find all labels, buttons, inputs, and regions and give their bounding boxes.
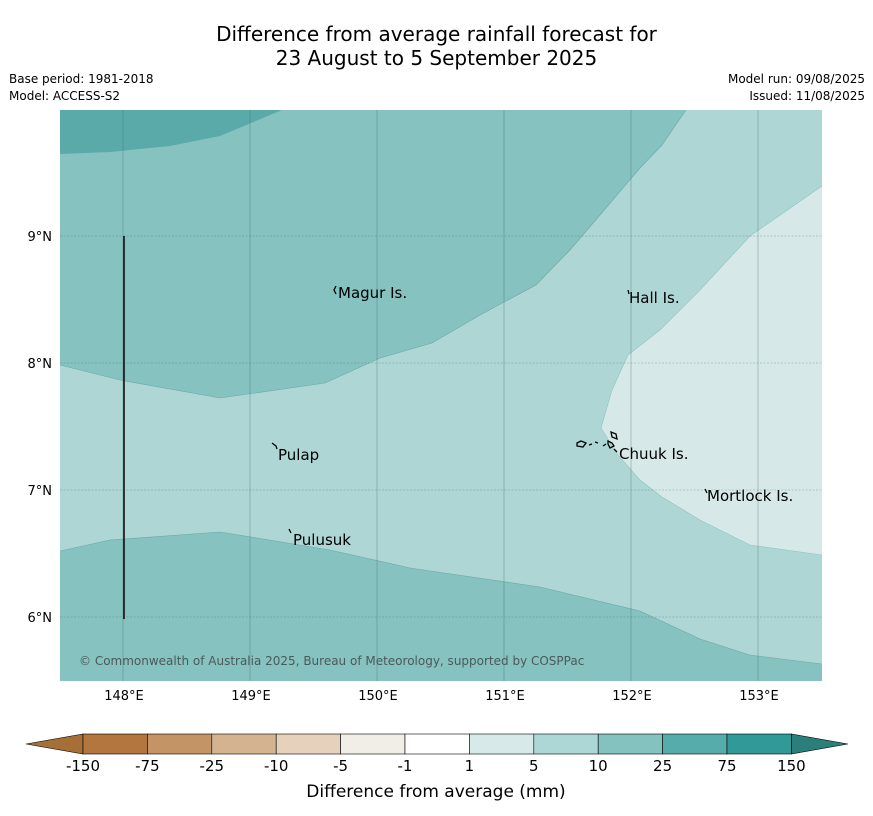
colorbar-swatch [404, 733, 470, 755]
colorbar-tick-label: -25 [200, 757, 225, 775]
colorbar-swatch [340, 733, 406, 755]
colorbar-tick-label: -75 [135, 757, 160, 775]
chuuk-lagoon-shape [576, 430, 618, 453]
lon-tick: 153°E [739, 689, 779, 704]
colorbar-tick-label: 150 [777, 757, 806, 775]
map-area: © Commonwealth of Australia 2025, Bureau… [60, 110, 822, 681]
colorbar-swatch [597, 733, 663, 755]
colorbar-extend-high [791, 733, 849, 755]
chart-title: Difference from average rainfall forecas… [0, 22, 873, 70]
colorbar-swatch [662, 733, 728, 755]
colorbar-tick-label: 1 [465, 757, 475, 775]
colorbar-swatch [726, 733, 792, 755]
place-magur: Magur Is. [338, 284, 407, 302]
hall-island-shape [627, 289, 630, 295]
zone-10-to-25-south [60, 532, 822, 681]
place-mortlock: Mortlock Is. [707, 487, 793, 505]
model-run-text: Model run: 09/08/2025 [727, 72, 865, 86]
lon-tick: 150°E [358, 689, 398, 704]
pulap-island-shape [271, 442, 278, 450]
place-pulap: Pulap [278, 446, 319, 464]
colorbar-swatch [469, 733, 535, 755]
colorbar-tick-label: -10 [264, 757, 289, 775]
island-outlines [271, 285, 708, 534]
colorbar: -150 -75 -25 -10 -5 -1 1 5 10 25 75 150 [25, 733, 849, 775]
title-line-1: Difference from average rainfall forecas… [216, 22, 657, 46]
colorbar-swatch [211, 733, 277, 755]
colorbar-tick-label: 25 [653, 757, 672, 775]
mortlock-island-shape [704, 488, 708, 494]
place-chuuk: Chuuk Is. [619, 445, 688, 463]
meta-right: Model run: 09/08/2025 Issued: 11/08/2025 [728, 71, 865, 105]
place-hall: Hall Is. [629, 289, 680, 307]
magur-island-shape [333, 285, 337, 295]
gridlines [60, 110, 822, 681]
lat-tick-labels: 9°N 8°N 7°N 6°N [28, 230, 53, 626]
lat-tick: 8°N [28, 357, 53, 372]
lat-tick: 7°N [28, 484, 53, 499]
meta-left: Base period: 1981-2018 Model: ACCESS-S2 [9, 71, 154, 105]
colorbar-tick-label: -5 [333, 757, 348, 775]
lon-tick-labels: 148°E 149°E 150°E 151°E 152°E 153°E [104, 689, 779, 704]
lat-tick: 9°N [28, 230, 53, 245]
colorbar-swatch [275, 733, 341, 755]
colorbar-tick-label: 5 [529, 757, 539, 775]
lon-tick: 152°E [612, 689, 652, 704]
colorbar-title: Difference from average (mm) [306, 782, 565, 802]
copyright-text: © Commonwealth of Australia 2025, Bureau… [79, 654, 584, 668]
lon-tick: 151°E [485, 689, 525, 704]
colorbar-swatch [147, 733, 213, 755]
model-text: Model: ACCESS-S2 [9, 89, 121, 103]
colorbar-tick-label: 75 [717, 757, 736, 775]
lon-tick: 149°E [231, 689, 271, 704]
zone-10-to-25-north [60, 110, 686, 398]
colorbar-tick-label: -150 [66, 757, 100, 775]
lat-tick: 6°N [28, 611, 53, 626]
issued-text: Issued: 11/08/2025 [749, 89, 865, 103]
colorbar-tick-label: 10 [589, 757, 608, 775]
zone-25-to-75 [60, 110, 282, 154]
colorbar-swatch [82, 733, 148, 755]
place-pulusuk: Pulusuk [293, 531, 351, 549]
base-period-text: Base period: 1981-2018 [9, 72, 154, 86]
lon-tick: 148°E [104, 689, 144, 704]
colorbar-tick-label: -1 [398, 757, 413, 775]
pulusuk-island-shape [288, 528, 292, 534]
colorbar-swatch [533, 733, 599, 755]
colorbar-extend-low [25, 733, 84, 755]
title-line-2: 23 August to 5 September 2025 [275, 46, 598, 70]
place-labels: Magur Is. Hall Is. Pulap Chuuk Is. Mortl… [278, 284, 793, 549]
